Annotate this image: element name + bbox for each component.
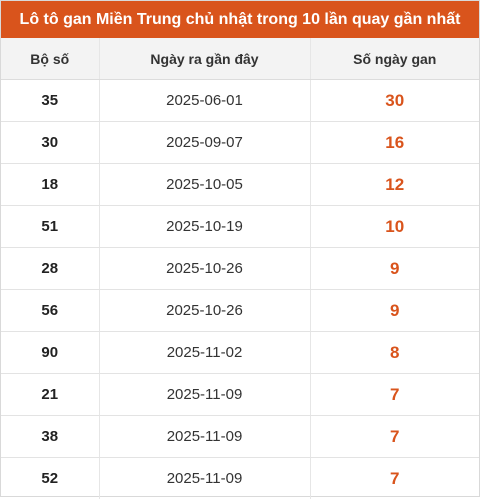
header-row: Bộ số Ngày ra gần đây Số ngày gan [1, 38, 479, 80]
lotto-number: 35 [1, 80, 99, 122]
lotto-number: 90 [1, 332, 99, 374]
lotto-number: 28 [1, 248, 99, 290]
last-seen-date: 2025-11-09 [99, 416, 310, 458]
table-row: 28 2025-10-26 9 [1, 248, 479, 290]
gan-days: 16 [310, 122, 479, 164]
column-header-last-date: Ngày ra gần đây [99, 38, 310, 80]
last-seen-date: 2025-11-09 [99, 374, 310, 416]
lotto-number: 51 [1, 206, 99, 248]
widget-title: Lô tô gan Miền Trung chủ nhật trong 10 l… [1, 1, 479, 38]
lotto-number: 56 [1, 290, 99, 332]
gan-days: 7 [310, 416, 479, 458]
table-row: 90 2025-11-02 8 [1, 332, 479, 374]
last-seen-date: 2025-10-05 [99, 164, 310, 206]
last-seen-date: 2025-06-01 [99, 80, 310, 122]
gan-days: 12 [310, 164, 479, 206]
gan-days: 10 [310, 206, 479, 248]
column-header-gan-days: Số ngày gan [310, 38, 479, 80]
table-row: 38 2025-11-09 7 [1, 416, 479, 458]
table-row: 30 2025-09-07 16 [1, 122, 479, 164]
table-body: 35 2025-06-01 30 30 2025-09-07 16 18 202… [1, 80, 479, 499]
lotto-number: 30 [1, 122, 99, 164]
lotto-number: 21 [1, 374, 99, 416]
last-seen-date: 2025-09-07 [99, 122, 310, 164]
table-row: 51 2025-10-19 10 [1, 206, 479, 248]
lo-gan-table: Bộ số Ngày ra gần đây Số ngày gan 35 202… [1, 38, 479, 499]
table-header: Bộ số Ngày ra gần đây Số ngày gan [1, 38, 479, 80]
column-header-number: Bộ số [1, 38, 99, 80]
table-row: 18 2025-10-05 12 [1, 164, 479, 206]
last-seen-date: 2025-10-19 [99, 206, 310, 248]
table-row: 52 2025-11-09 7 [1, 458, 479, 499]
table-row: 56 2025-10-26 9 [1, 290, 479, 332]
lotto-number: 52 [1, 458, 99, 499]
gan-days: 30 [310, 80, 479, 122]
last-seen-date: 2025-11-09 [99, 458, 310, 499]
table-row: 21 2025-11-09 7 [1, 374, 479, 416]
gan-days: 7 [310, 374, 479, 416]
table-row: 35 2025-06-01 30 [1, 80, 479, 122]
last-seen-date: 2025-10-26 [99, 290, 310, 332]
gan-days: 8 [310, 332, 479, 374]
lotto-number: 18 [1, 164, 99, 206]
gan-days: 9 [310, 248, 479, 290]
gan-days: 9 [310, 290, 479, 332]
lotto-number: 38 [1, 416, 99, 458]
gan-days: 7 [310, 458, 479, 499]
last-seen-date: 2025-11-02 [99, 332, 310, 374]
last-seen-date: 2025-10-26 [99, 248, 310, 290]
